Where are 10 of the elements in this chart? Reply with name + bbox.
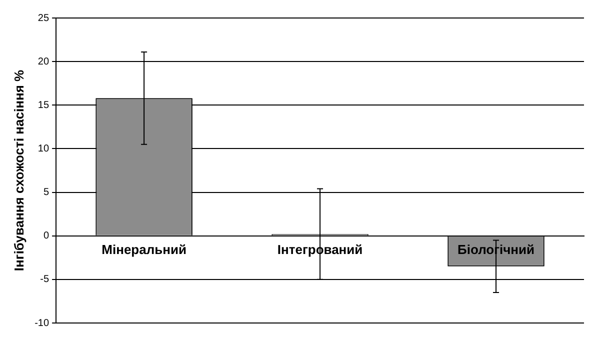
y-tick-label: -5 bbox=[40, 274, 50, 286]
y-tick-label: 5 bbox=[43, 187, 50, 198]
y-axis-title: Інгібування схожості насіння % bbox=[11, 70, 26, 272]
y-tick-label: 0 bbox=[43, 230, 50, 242]
y-tick-label: -10 bbox=[34, 318, 50, 329]
y-tick-label: 10 bbox=[38, 143, 50, 154]
x-tick-label: Мінеральний bbox=[102, 242, 186, 257]
y-tick-label: 15 bbox=[38, 100, 50, 111]
y-tick-label: 20 bbox=[38, 56, 50, 68]
y-tick-label: 25 bbox=[38, 12, 50, 24]
